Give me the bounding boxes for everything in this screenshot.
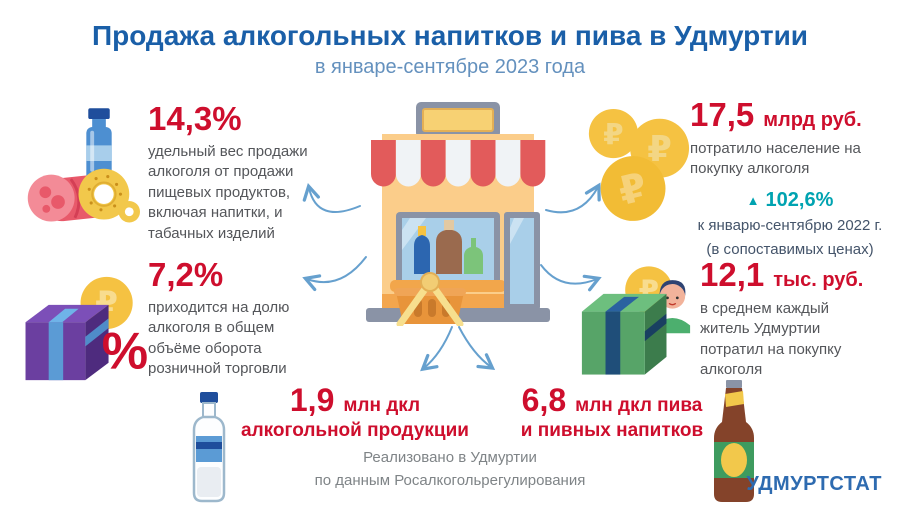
stat-spending-total-unit: млрд руб. <box>763 109 862 131</box>
change-note-2: (в сопоставимых ценах) <box>706 240 874 258</box>
page-subtitle: в январе-сентябре 2023 года <box>314 56 586 78</box>
awning <box>371 140 546 187</box>
ruble-sign: ₽ <box>603 117 624 151</box>
alcohol-volume-label: алкогольной продукции <box>241 420 469 442</box>
stat-per-capita-unit: тыс. руб. <box>773 269 864 291</box>
change-value: 102,6% <box>765 188 834 211</box>
arrow-down-right <box>458 326 496 370</box>
stat-per-capita-desc: в среднем каждый житель Удмуртии потрати… <box>700 300 842 379</box>
bagels <box>78 168 140 223</box>
vodka-bottle-icon <box>192 392 226 503</box>
stat-per-capita-value: 12,1 <box>700 256 765 293</box>
stat-spending-per-capita: 12,1 тыс. руб. в среднем каждый житель У… <box>700 258 882 381</box>
stat-food-share-desc: удельный вес продажи алкоголя от продажи… <box>148 143 308 242</box>
change-note-1: к январю-сентябрю 2022 г. <box>697 216 883 234</box>
percent-sign: % <box>102 323 148 381</box>
udmurtstat-logo: УДМУРТСТАТ <box>746 473 882 495</box>
source-note-line1: Реализовано в Удмуртии <box>363 449 537 466</box>
stat-retail-share-desc: приходится на долю алкоголя в общем объё… <box>148 299 290 378</box>
beer-volume-unit: млн дкл пива <box>575 395 703 416</box>
stat-spending-total: 17,5 млрд руб. потратило население на по… <box>690 98 890 260</box>
gift-person-icon: ₽ <box>581 266 691 375</box>
beer-volume-value: 6,8 <box>521 382 567 418</box>
alcohol-volume-value: 1,9 <box>289 382 335 418</box>
alcohol-volume-unit: млн дкл <box>343 395 421 416</box>
beer-bottle-icon <box>714 380 754 502</box>
ruble-coins-icon: ₽ ₽ ₽ <box>588 108 690 221</box>
gift-box <box>581 293 667 375</box>
stat-retail-share: 7,2% приходится на долю алкоголя в общем… <box>148 258 310 380</box>
stat-food-share: 14,3% удельный вес продажи алкоголя от п… <box>148 102 326 244</box>
stat-spending-total-value: 17,5 <box>690 96 755 133</box>
stat-spending-total-desc: потратило население на покупку алкоголя <box>690 140 861 178</box>
window-bottles <box>414 220 483 274</box>
stat-alcohol-volume: 1,9 млн дкл алкогольной продукции <box>236 382 474 442</box>
arrow-down-left <box>420 326 453 372</box>
source-note-line2: по данным Росалкогольрегулирования <box>314 471 586 489</box>
stat-beer-volume: 6,8 млн дкл пива и пивных напитков <box>506 382 718 442</box>
page-title: Продажа алкогольных напитков и пива в Уд… <box>91 20 809 51</box>
stat-retail-share-value: 7,2% <box>148 256 224 293</box>
shopping-basket-icon <box>394 272 466 326</box>
gift-percent-icon: ₽ % <box>25 276 148 381</box>
beer-volume-label: и пивных напитков <box>520 420 704 442</box>
store-icon <box>366 102 550 326</box>
food-products-icon <box>27 108 140 223</box>
up-triangle-icon: ▲ <box>746 192 760 208</box>
source-note: Реализовано в Удмуртии по данным Росалко… <box>250 447 650 492</box>
change-indicator: ▲ 102,6% <box>690 189 890 212</box>
stat-food-share-value: 14,3% <box>148 100 242 137</box>
